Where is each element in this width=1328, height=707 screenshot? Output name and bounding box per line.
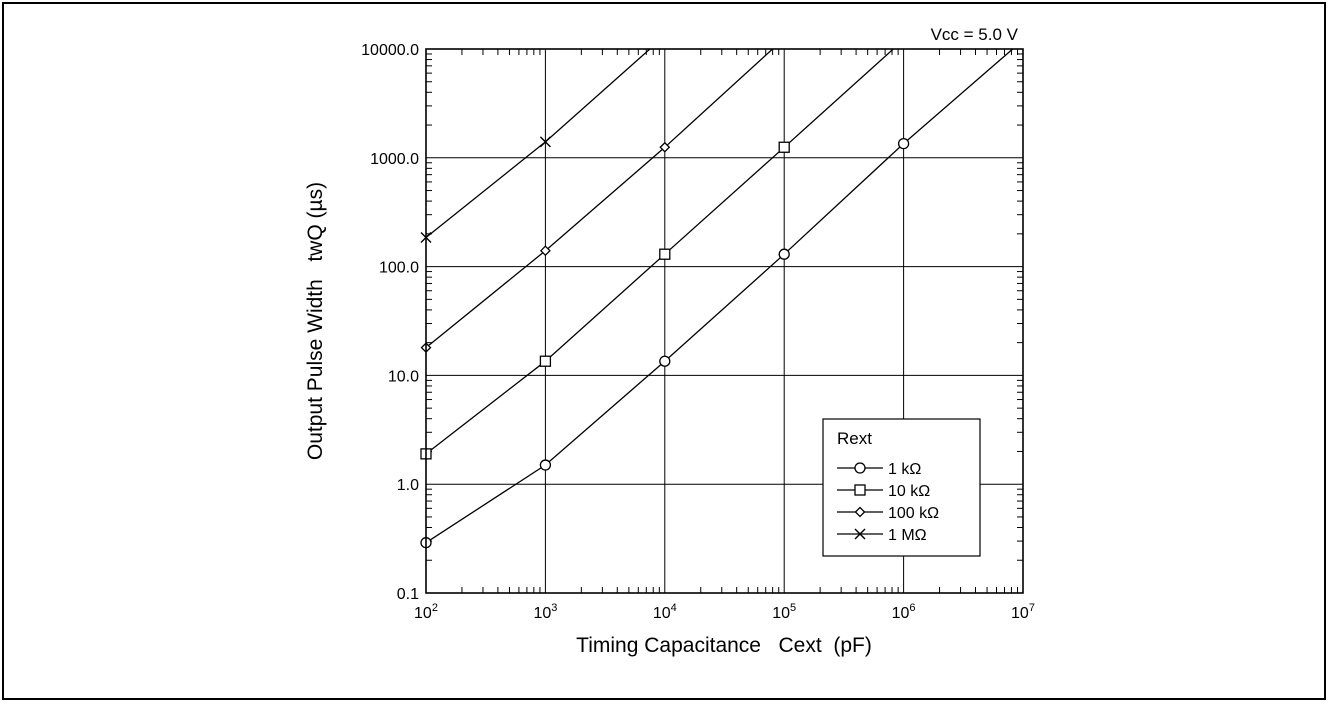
y-tick-label: 10.0 — [388, 368, 419, 385]
x-axis-label: Timing Capacitance Cext (pF) — [576, 634, 872, 657]
y-tick-label: 10000.0 — [361, 42, 419, 59]
legend-item: 10 kΩ — [837, 483, 930, 500]
y-tick-label: 1.0 — [397, 477, 419, 494]
legend-label: 10 kΩ — [888, 483, 930, 500]
plot-border — [425, 48, 1024, 594]
legend-box — [822, 418, 981, 557]
legend: Rext 1 kΩ 10 kΩ 100 kΩ 1 MΩ — [822, 418, 981, 557]
vcc-annotation: Vcc = 5.0 V — [931, 25, 1019, 44]
data-point — [778, 141, 790, 153]
legend-label: 1 kΩ — [888, 461, 921, 478]
series-line — [425, 48, 1014, 544]
minor-ticks — [426, 49, 1023, 593]
x-tick-label: 105 — [772, 602, 796, 622]
y-tick-label: 0.1 — [397, 586, 419, 603]
tick-labels: 102 103 104 105 106 107 0.1 1.0 10.0 100.0 1000.0 1… — [361, 42, 1035, 622]
data-point — [659, 355, 671, 367]
pulse-width-chart: 102 103 104 105 106 107 0.1 1.0 10.0 100.0 1000.0 1… — [304, 25, 1035, 657]
legend-item: 1 MΩ — [837, 527, 927, 544]
legend-item: 1 kΩ — [837, 461, 921, 478]
y-axis-label: Output Pulse Width twQ (µs) — [304, 182, 327, 460]
data-point — [539, 245, 551, 257]
x-tick-label: 102 — [414, 602, 438, 622]
legend-marker — [854, 506, 866, 518]
data-point — [539, 459, 552, 471]
legend-marker — [854, 484, 866, 496]
legend-title: Rext — [837, 429, 872, 448]
x-tick-label: 103 — [533, 602, 557, 622]
legend-marker — [854, 462, 866, 474]
legend-label: 1 MΩ — [888, 527, 927, 544]
legend-marker — [854, 528, 866, 540]
data-point — [659, 141, 671, 153]
series-layer — [420, 48, 1014, 549]
y-tick-label: 100.0 — [379, 260, 419, 277]
y-tick-label: 1000.0 — [370, 151, 419, 168]
data-point — [659, 248, 671, 260]
data-point — [897, 137, 910, 150]
x-tick-label: 104 — [653, 602, 677, 622]
data-point — [778, 248, 790, 260]
legend-label: 100 kΩ — [888, 505, 939, 522]
data-point — [539, 136, 551, 148]
series-0 — [420, 48, 1014, 549]
legend-item: 100 kΩ — [837, 505, 939, 522]
x-tick-label: 106 — [892, 602, 916, 622]
x-tick-label: 107 — [1011, 602, 1035, 622]
data-point — [539, 355, 552, 367]
series-line — [425, 48, 774, 349]
